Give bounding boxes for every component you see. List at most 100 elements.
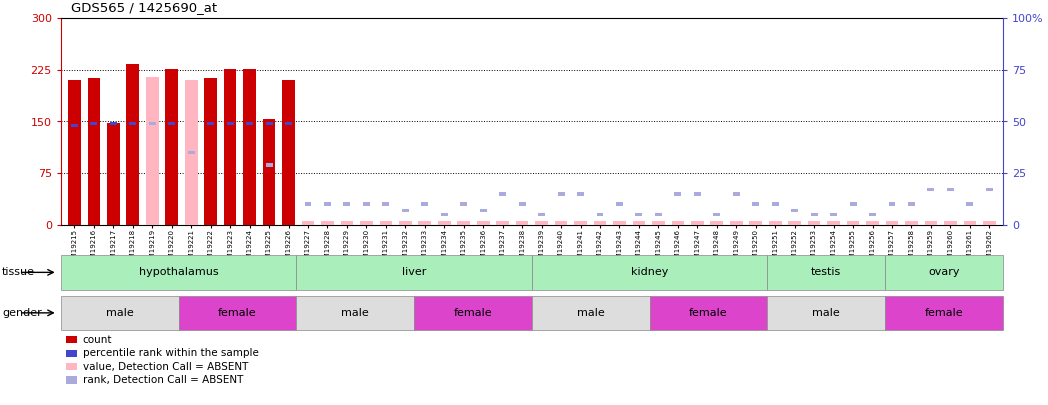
Bar <box>321 221 334 225</box>
Bar <box>243 69 256 225</box>
Text: rank, Detection Call = ABSENT: rank, Detection Call = ABSENT <box>83 375 243 385</box>
Bar <box>418 221 431 225</box>
Bar <box>674 192 681 196</box>
Text: male: male <box>106 308 133 318</box>
Text: percentile rank within the sample: percentile rank within the sample <box>83 348 259 358</box>
Text: female: female <box>690 308 727 318</box>
Bar <box>536 221 548 225</box>
Text: male: male <box>342 308 369 318</box>
Bar <box>924 221 937 225</box>
Bar <box>869 213 876 216</box>
Bar <box>729 221 743 225</box>
Bar <box>379 221 392 225</box>
Bar <box>711 221 723 225</box>
Bar <box>944 221 957 225</box>
Bar <box>808 221 821 225</box>
Bar <box>714 213 720 216</box>
Bar <box>908 202 915 206</box>
Bar <box>226 122 234 125</box>
Bar <box>616 202 623 206</box>
Bar <box>499 192 506 196</box>
Bar <box>554 221 567 225</box>
Bar <box>574 221 587 225</box>
Text: liver: liver <box>401 267 427 277</box>
Bar <box>538 213 545 216</box>
Bar <box>302 221 314 225</box>
Bar <box>127 64 139 225</box>
Bar <box>149 122 156 125</box>
Bar <box>635 213 642 216</box>
Text: male: male <box>812 308 840 318</box>
Text: female: female <box>924 308 963 318</box>
Bar <box>341 221 353 225</box>
Bar <box>90 122 97 125</box>
Text: kidney: kidney <box>631 267 669 277</box>
Bar <box>246 122 253 125</box>
Bar <box>363 202 370 206</box>
Bar <box>593 221 607 225</box>
Bar <box>146 77 158 225</box>
Bar <box>519 202 526 206</box>
Bar <box>850 202 856 206</box>
Bar <box>224 69 237 225</box>
Text: testis: testis <box>811 267 842 277</box>
Bar <box>769 221 782 225</box>
Bar <box>516 221 528 225</box>
Bar <box>166 69 178 225</box>
Text: female: female <box>454 308 493 318</box>
Bar <box>188 151 195 154</box>
Bar <box>107 123 119 225</box>
Bar <box>208 122 214 125</box>
Bar <box>204 78 217 225</box>
Bar <box>691 221 703 225</box>
Bar <box>263 119 276 225</box>
Bar <box>441 213 447 216</box>
Text: ovary: ovary <box>929 267 960 277</box>
Bar <box>399 221 412 225</box>
Text: GDS565 / 1425690_at: GDS565 / 1425690_at <box>71 1 217 14</box>
Bar <box>68 80 81 225</box>
Bar <box>88 78 101 225</box>
Bar <box>886 221 898 225</box>
Bar <box>733 192 740 196</box>
Bar <box>596 213 604 216</box>
Bar <box>905 221 918 225</box>
Bar <box>285 122 292 125</box>
Bar <box>184 80 197 225</box>
Bar <box>265 122 272 125</box>
Bar <box>830 213 837 216</box>
Bar <box>672 221 684 225</box>
Bar <box>577 192 584 196</box>
Bar <box>791 209 799 212</box>
Bar <box>827 221 839 225</box>
Bar <box>421 202 429 206</box>
Bar <box>788 221 801 225</box>
Bar <box>966 202 974 206</box>
Bar <box>558 192 565 196</box>
Bar <box>305 202 311 206</box>
Bar <box>497 221 509 225</box>
Bar <box>401 209 409 212</box>
Bar <box>438 221 451 225</box>
Bar <box>361 221 373 225</box>
Bar <box>129 122 136 125</box>
Bar <box>889 202 895 206</box>
Text: male: male <box>576 308 605 318</box>
Bar <box>655 213 662 216</box>
Bar <box>344 202 350 206</box>
Bar <box>947 188 954 192</box>
Text: gender: gender <box>2 308 42 318</box>
Bar <box>265 163 272 166</box>
Bar <box>752 202 759 206</box>
Bar <box>457 221 471 225</box>
Bar <box>694 192 701 196</box>
Bar <box>282 80 294 225</box>
Bar <box>477 221 489 225</box>
Bar <box>71 124 78 127</box>
Bar <box>613 221 626 225</box>
Text: tissue: tissue <box>2 267 35 277</box>
Bar <box>847 221 859 225</box>
Bar <box>169 122 175 125</box>
Bar <box>771 202 779 206</box>
Bar <box>633 221 646 225</box>
